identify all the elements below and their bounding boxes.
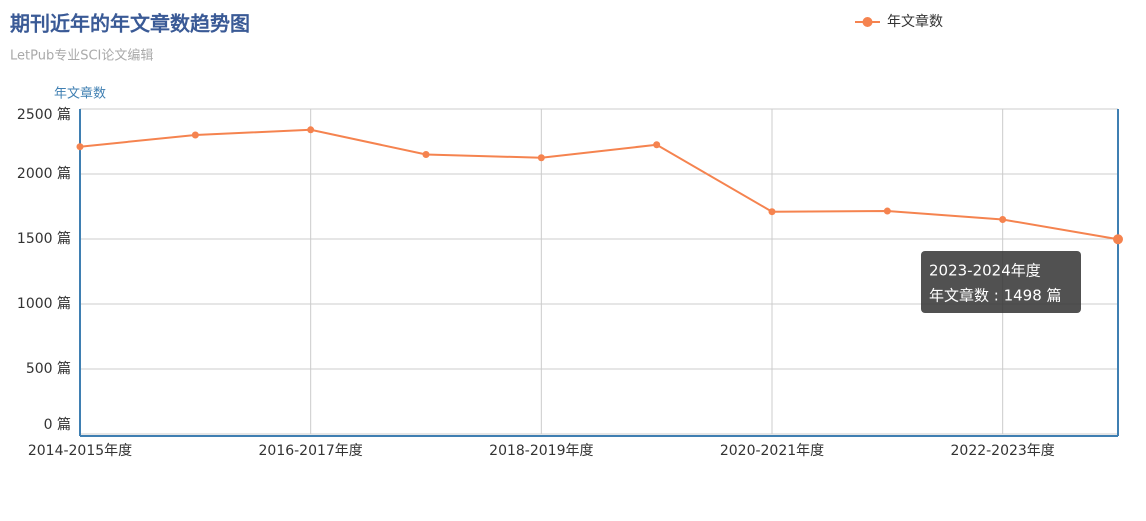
data-point (768, 208, 776, 216)
data-point (422, 151, 430, 158)
data-point (883, 207, 891, 215)
tooltip-box (921, 251, 1081, 313)
chart-title: 期刊近年的年文章数趋势图 (10, 12, 250, 36)
data-point (1113, 234, 1123, 245)
data-point (307, 126, 315, 134)
y-tick-label: 2000 篇 (17, 166, 71, 182)
data-point (537, 154, 545, 162)
y-tick-label: 0 篇 (44, 417, 71, 433)
y-tick-label: 2500 篇 (17, 107, 71, 123)
legend-marker (862, 17, 873, 27)
tooltip-title: 2023-2024年度 (929, 262, 1041, 280)
x-tick-label: 2020-2021年度 (720, 443, 824, 459)
y-tick-label: 1500 篇 (17, 231, 71, 247)
series-line (79, 128, 1119, 241)
data-point (191, 131, 199, 139)
y-axis-label: 年文章数 (54, 86, 106, 102)
y-tick-label: 1000 篇 (17, 296, 71, 312)
x-tick-label: 2018-2019年度 (489, 443, 593, 459)
legend-label: 年文章数 (887, 13, 943, 30)
y-tick-label: 500 篇 (26, 361, 71, 377)
chart-subtitle: LetPub专业SCI论文编辑 (10, 49, 153, 64)
x-tick-label: 2022-2023年度 (951, 443, 1055, 459)
tooltip-label: 年文章数 : 1498 篇 (929, 287, 1062, 305)
x-tick-label: 2016-2017年度 (259, 443, 363, 459)
data-point (999, 216, 1007, 223)
data-point (653, 141, 661, 149)
x-tick-label: 2014-2015年度 (28, 443, 132, 459)
data-point (76, 143, 84, 151)
